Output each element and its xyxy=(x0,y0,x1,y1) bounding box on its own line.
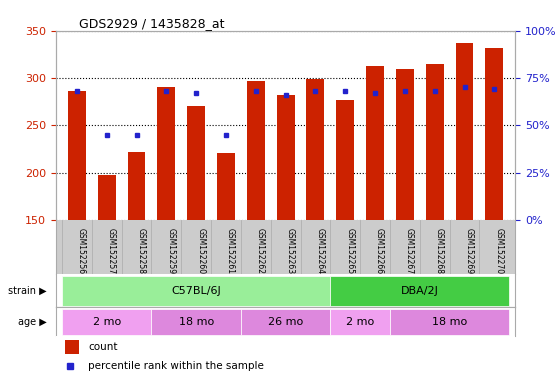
FancyBboxPatch shape xyxy=(390,309,509,335)
Bar xyxy=(456,43,473,220)
Bar xyxy=(157,86,175,220)
Bar xyxy=(65,340,79,354)
Text: GSM152269: GSM152269 xyxy=(464,228,474,274)
Text: age ▶: age ▶ xyxy=(18,317,47,327)
Bar xyxy=(247,81,265,220)
Bar xyxy=(128,152,146,220)
Text: 18 mo: 18 mo xyxy=(179,317,214,327)
Text: GSM152256: GSM152256 xyxy=(77,228,86,274)
Text: GSM152260: GSM152260 xyxy=(196,228,205,274)
FancyBboxPatch shape xyxy=(330,309,390,335)
Bar xyxy=(68,91,86,220)
Text: GSM152259: GSM152259 xyxy=(166,228,175,274)
Bar xyxy=(337,100,354,220)
Text: 18 mo: 18 mo xyxy=(432,317,467,327)
Text: percentile rank within the sample: percentile rank within the sample xyxy=(88,361,264,371)
Bar xyxy=(217,153,235,220)
Text: 2 mo: 2 mo xyxy=(92,317,121,327)
Text: GDS2929 / 1435828_at: GDS2929 / 1435828_at xyxy=(79,17,225,30)
Bar xyxy=(306,79,324,220)
Text: strain ▶: strain ▶ xyxy=(8,286,47,296)
FancyBboxPatch shape xyxy=(330,276,509,306)
FancyBboxPatch shape xyxy=(62,309,151,335)
Text: GSM152257: GSM152257 xyxy=(107,228,116,274)
Bar xyxy=(486,48,503,220)
Text: GSM152270: GSM152270 xyxy=(494,228,503,274)
Text: GSM152262: GSM152262 xyxy=(256,228,265,274)
Text: GSM152264: GSM152264 xyxy=(315,228,324,274)
FancyBboxPatch shape xyxy=(241,309,330,335)
FancyBboxPatch shape xyxy=(62,276,330,306)
Text: count: count xyxy=(88,342,118,352)
Text: 26 mo: 26 mo xyxy=(268,317,303,327)
Text: DBA/2J: DBA/2J xyxy=(401,286,438,296)
Text: GSM152268: GSM152268 xyxy=(435,228,444,274)
Bar xyxy=(187,106,205,220)
FancyBboxPatch shape xyxy=(151,309,241,335)
Bar xyxy=(98,175,115,220)
Bar xyxy=(426,64,444,220)
Text: GSM152258: GSM152258 xyxy=(137,228,146,274)
Text: 2 mo: 2 mo xyxy=(346,317,374,327)
Bar xyxy=(396,70,414,220)
Text: GSM152263: GSM152263 xyxy=(286,228,295,274)
Text: GSM152261: GSM152261 xyxy=(226,228,235,274)
Text: C57BL/6J: C57BL/6J xyxy=(171,286,221,296)
Text: GSM152267: GSM152267 xyxy=(405,228,414,274)
Bar xyxy=(277,95,295,220)
Text: GSM152266: GSM152266 xyxy=(375,228,384,274)
Text: GSM152265: GSM152265 xyxy=(345,228,354,274)
Bar xyxy=(366,66,384,220)
